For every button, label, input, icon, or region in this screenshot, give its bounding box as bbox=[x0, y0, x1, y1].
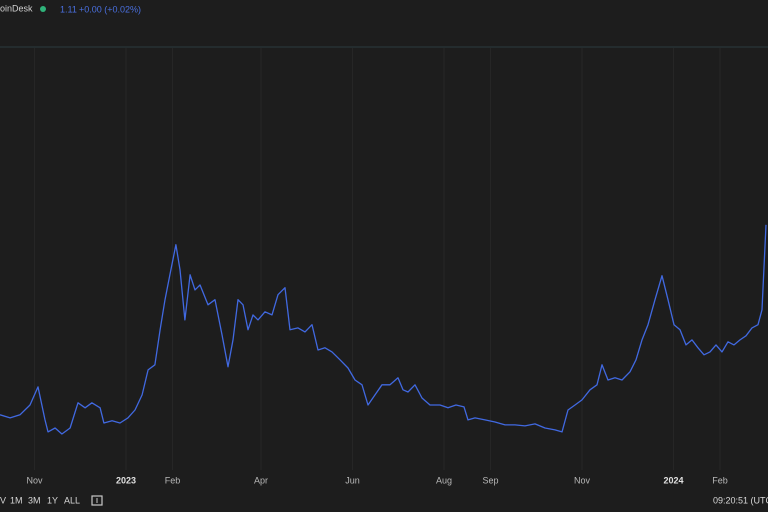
x-tick-label: Feb bbox=[165, 475, 181, 485]
range-button[interactable]: V bbox=[0, 495, 6, 505]
screenshot-icon[interactable] bbox=[91, 495, 103, 506]
range-button[interactable]: 1Y bbox=[47, 495, 58, 505]
x-tick-label: Apr bbox=[254, 475, 268, 485]
x-tick-label: 2024 bbox=[663, 475, 683, 485]
x-tick-label: Aug bbox=[436, 475, 452, 485]
price-line bbox=[0, 224, 767, 435]
x-tick-label: 2023 bbox=[116, 475, 136, 485]
clock: 09:20:51 (UTC bbox=[713, 495, 768, 505]
price: 1.11 bbox=[60, 4, 77, 14]
icon-frame bbox=[91, 495, 103, 506]
range-button[interactable]: 3M bbox=[28, 495, 41, 505]
source: oinDesk bbox=[0, 3, 33, 13]
status-dot bbox=[40, 6, 46, 12]
x-tick-label: Sep bbox=[482, 475, 498, 485]
x-tick-label: Nov bbox=[574, 475, 591, 485]
range-button[interactable]: 1M bbox=[10, 495, 23, 505]
change: +0.00 (+0.02%) bbox=[79, 4, 141, 14]
x-tick-label: Feb bbox=[712, 475, 728, 485]
x-tick-label: Jun bbox=[345, 475, 360, 485]
range-button[interactable]: ALL bbox=[64, 495, 80, 505]
x-tick-label: Nov bbox=[26, 475, 43, 485]
